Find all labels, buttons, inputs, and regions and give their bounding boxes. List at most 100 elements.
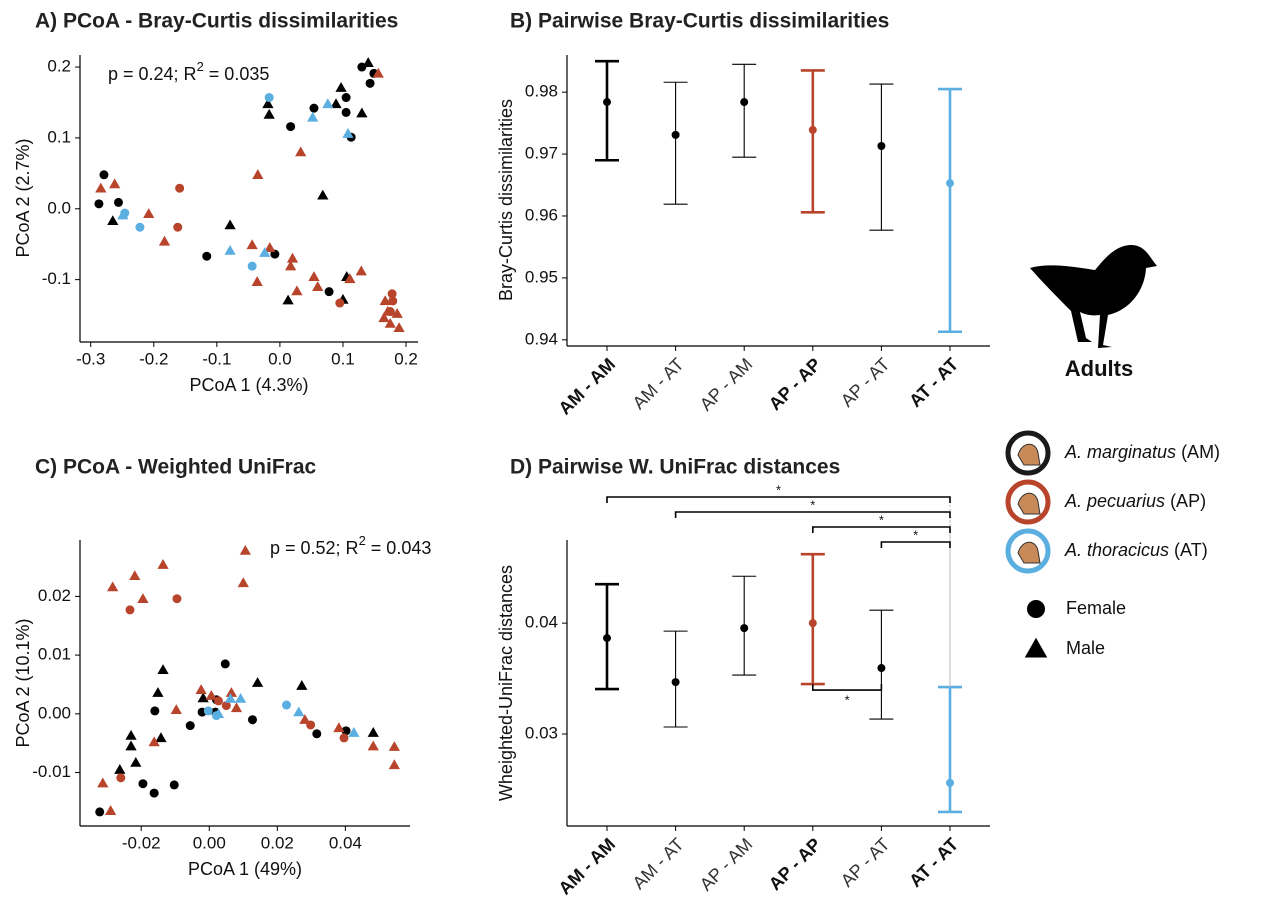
marker-circle bbox=[341, 93, 351, 103]
significance-bracket bbox=[880, 541, 951, 548]
x-tick-label: AM - AM bbox=[555, 834, 620, 899]
marker-triangle bbox=[97, 777, 109, 788]
marker-circle bbox=[312, 729, 322, 739]
x-tick-label: 0.0 bbox=[268, 349, 292, 368]
y-tick-label: 0.95 bbox=[525, 267, 558, 286]
marker-triangle bbox=[282, 294, 294, 305]
marker-circle bbox=[247, 261, 257, 271]
marker-triangle bbox=[367, 726, 379, 737]
marker-triangle bbox=[335, 81, 347, 92]
x-tick-label: AM - AT bbox=[629, 834, 688, 893]
marker-triangle bbox=[263, 108, 275, 119]
marker-circle bbox=[264, 93, 274, 103]
marker-triangle bbox=[224, 692, 236, 703]
y-tick-label: 0.96 bbox=[525, 205, 558, 224]
marker-circle bbox=[172, 594, 182, 604]
marker-triangle bbox=[125, 740, 137, 751]
y-axis-label: Wheighted-UniFrac distances bbox=[496, 565, 516, 801]
marker-circle bbox=[335, 298, 345, 308]
x-tick-label: AP - AP bbox=[765, 834, 825, 894]
marker-circle bbox=[286, 122, 296, 132]
marker-triangle bbox=[170, 704, 182, 714]
marker-triangle bbox=[224, 244, 236, 255]
marker-circle bbox=[113, 197, 123, 207]
marker-circle bbox=[138, 779, 148, 789]
marker-triangle bbox=[137, 593, 149, 603]
marker-triangle bbox=[296, 680, 308, 690]
significance-label: * bbox=[879, 512, 884, 527]
x-tick-label: AT - AT bbox=[905, 834, 962, 891]
marker-triangle bbox=[388, 759, 400, 770]
marker-triangle bbox=[246, 239, 258, 250]
marker-triangle bbox=[393, 322, 405, 333]
marker-circle bbox=[388, 296, 398, 306]
marker-triangle bbox=[237, 577, 249, 588]
marker-triangle bbox=[143, 208, 155, 218]
marker-triangle bbox=[384, 317, 396, 328]
annotation-tail: = 0.035 bbox=[204, 64, 270, 84]
x-tick-label: AT - AT bbox=[905, 354, 962, 411]
marker-triangle bbox=[125, 729, 137, 740]
marker-triangle bbox=[344, 273, 356, 284]
title: D) Pairwise W. UniFrac distances bbox=[510, 456, 840, 479]
marker-circle bbox=[247, 715, 257, 725]
marker-circle bbox=[94, 199, 104, 209]
marker-triangle bbox=[264, 242, 276, 252]
y-tick-label: 0.0 bbox=[47, 198, 71, 217]
x-tick-label: -0.1 bbox=[202, 349, 231, 368]
marker-triangle bbox=[308, 271, 320, 282]
x-tick-label: 0.04 bbox=[329, 833, 362, 852]
x-tick-label: -0.02 bbox=[122, 833, 161, 852]
significance-label: * bbox=[845, 693, 850, 708]
significance-bracket bbox=[606, 496, 951, 503]
legend-species-code: (AT) bbox=[1169, 540, 1208, 560]
marker-circle bbox=[341, 726, 351, 736]
mean-point bbox=[740, 98, 749, 107]
marker-triangle bbox=[378, 312, 390, 323]
marker-circle bbox=[221, 701, 231, 711]
marker-circle bbox=[203, 706, 213, 716]
marker-triangle bbox=[342, 128, 354, 138]
legend-entry: A. thoracicus (AT) bbox=[1064, 540, 1208, 560]
marker-circle bbox=[282, 700, 292, 710]
legend-sex-label: Male bbox=[1066, 638, 1105, 658]
legend-sex-label: Female bbox=[1066, 598, 1126, 618]
marker-triangle bbox=[293, 706, 305, 717]
species-icon-bird bbox=[1017, 541, 1041, 564]
marker-triangle bbox=[158, 235, 171, 246]
marker-circle bbox=[116, 773, 126, 783]
marker-triangle bbox=[322, 98, 334, 109]
marker-triangle bbox=[362, 57, 374, 68]
marker-circle bbox=[341, 107, 351, 117]
mean-point bbox=[808, 619, 817, 628]
marker-triangle bbox=[348, 726, 360, 737]
legend-species-code: (AM) bbox=[1176, 442, 1220, 462]
marker-triangle bbox=[104, 805, 117, 815]
y-tick-label: 0.1 bbox=[47, 127, 71, 146]
mean-point bbox=[877, 664, 886, 673]
mean-point bbox=[603, 98, 611, 107]
significance-bracket bbox=[812, 684, 883, 691]
marker-triangle bbox=[95, 182, 107, 193]
marker-circle bbox=[387, 289, 397, 299]
annotation-text: p = 0.52; R bbox=[270, 538, 359, 558]
y-tick-label: 0.94 bbox=[525, 329, 558, 348]
marker-triangle bbox=[317, 189, 329, 200]
legend-species-code: (AP) bbox=[1165, 491, 1206, 511]
marker-circle bbox=[125, 605, 135, 615]
significance-label: * bbox=[776, 482, 781, 497]
marker-triangle bbox=[205, 690, 217, 700]
annotation-text: p = 0.24; R bbox=[108, 64, 197, 84]
marker-circle bbox=[99, 170, 109, 180]
marker-triangle bbox=[251, 677, 264, 687]
marker-circle bbox=[173, 222, 183, 232]
marker-triangle bbox=[333, 722, 345, 733]
mean-point bbox=[740, 624, 749, 633]
marker-triangle bbox=[291, 285, 303, 296]
y-tick-label: 0.2 bbox=[47, 57, 71, 76]
marker-circle bbox=[169, 780, 179, 790]
marker-circle bbox=[365, 78, 375, 88]
marker-triangle bbox=[107, 215, 119, 226]
mean-point bbox=[946, 179, 954, 188]
marker-triangle bbox=[129, 570, 141, 581]
